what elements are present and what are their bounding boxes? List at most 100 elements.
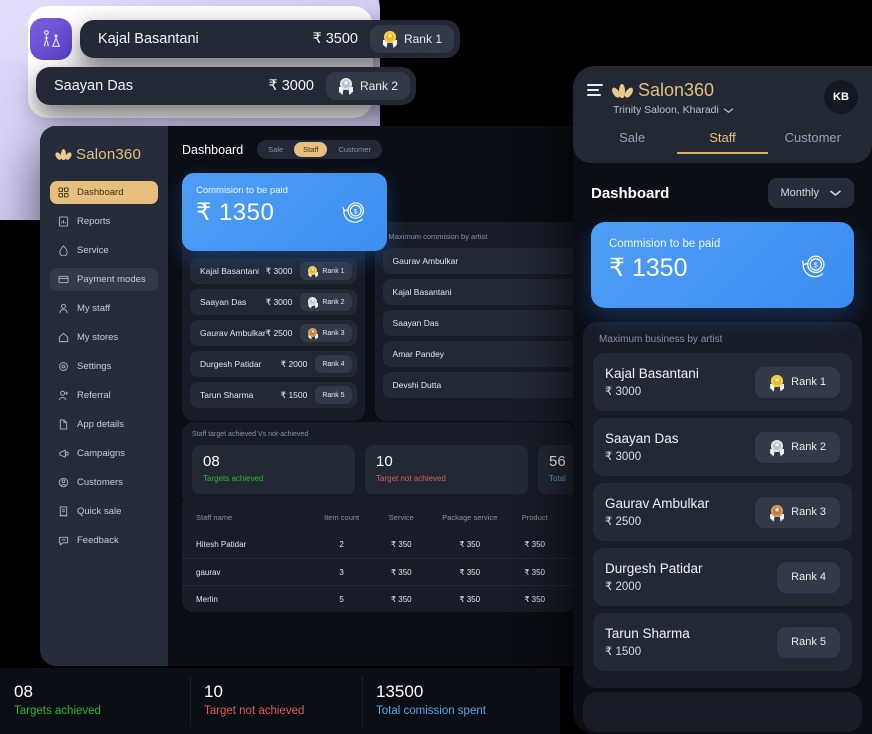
max-commission-row[interactable]: Devshi Dutta [382,372,575,398]
artist-info: Saayan Das ₹ 3000 [605,431,679,463]
table-header-row: Staff name Item count Service Package se… [182,504,575,531]
target-stats-row: 08 Targets achieved 10 Target not achieved 5… [192,445,575,495]
sidebar-item-my-staff[interactable]: My staff [50,297,158,320]
max-business-card: Maximum business by artist Kajal Basanta… [583,322,862,688]
staff-table-body: Hitesh Patidar 2 ₹ 350 ₹ 350 ₹ 350 gaurav 3 ₹ 3… [182,531,575,612]
bottom-stat-label: Total comission spent [376,704,486,717]
chevron-down-icon [723,107,734,113]
sidebar-item-my-stores[interactable]: My stores [50,326,158,349]
artist-name: Saayan Das [605,431,679,446]
silver-medal-icon [338,78,354,95]
store-selector[interactable]: Trinity Saloon, Kharadi [613,104,814,116]
target-stat-box: 56 Total [538,445,575,495]
bronze-medal-icon [769,504,785,522]
tab-customer[interactable]: Customer [784,130,841,145]
floating-rank-row[interactable]: Saayan Das ₹ 3000 Rank 2 [36,67,416,105]
max-commission-row[interactable]: Saayan Das [382,310,575,336]
artist-row[interactable]: Saayan Das ₹ 3000 Rank 2 [593,418,852,476]
sidebar-item-label: Referral [77,390,111,401]
cell-service: ₹ 350 [390,540,412,549]
hamburger-icon[interactable] [587,84,603,96]
sidebar-item-referral[interactable]: Referral [50,384,158,407]
staff-rank-row[interactable]: Durgesh Patidar ₹ 2000 Rank 4 [190,351,357,377]
table-row[interactable]: Hitesh Patidar 2 ₹ 350 ₹ 350 ₹ 350 [182,531,575,558]
cell-product: ₹ 350 [524,594,545,604]
staff-rank-row[interactable]: Saayan Das ₹ 3000 Rank 2 [190,289,357,315]
sidebar-item-reports[interactable]: Reports [50,210,158,233]
staff-rank-row[interactable]: Tarun Sharma ₹ 1500 Rank 5 [190,382,357,408]
artist-row[interactable]: Durgesh Patidar ₹ 2000 Rank 4 [593,548,852,606]
commission-label: Commision to be paid [196,185,288,196]
floating-rank-row[interactable]: Kajal Basantani ₹ 3500 Rank 1 [80,20,460,58]
sidebar-item-quick-sale[interactable]: Quick sale [50,500,158,523]
staff-amount: ₹ 2500 [265,327,293,338]
tab-staff[interactable]: Staff [294,142,328,157]
sidebar-item-label: Dashboard [77,187,124,198]
max-commission-row[interactable]: Gaurav Ambulkar [382,248,575,274]
tab-customer[interactable]: Customer [338,145,371,154]
rank-badge: Rank 1 [300,262,352,280]
staff-name: Tarun Sharma [200,390,254,400]
artist-row[interactable]: Kajal Basantani ₹ 3000 Rank 1 [593,353,852,411]
brand-logo: Salon360 [50,140,158,181]
staff-rank-row[interactable]: Gaurav Ambulkar₹ 2500 Rank 3 [190,320,357,346]
artist-name: Durgesh Patidar [605,561,703,576]
bottom-stat-value: 10 [204,682,223,701]
sidebar-item-payment-modes[interactable]: Payment modes [50,268,158,291]
avatar[interactable]: KB [824,80,858,114]
sidebar-item-feedback[interactable]: Feedback [50,529,158,552]
artist-row[interactable]: Gaurav Ambulkar ₹ 2500 Rank 3 [593,483,852,541]
table-row[interactable]: Merlin 5 ₹ 350 ₹ 350 ₹ 350 [182,585,575,612]
staff-ranking-card: Kajal Basantani ₹ 3000 Rank 1 Saayan Das ₹ 3… [182,222,365,421]
column-header-service: Service [388,513,414,522]
max-commission-row[interactable]: Amar Pandey [382,341,575,367]
artist-name: Gaurav Ambulkar [605,496,710,511]
silver-medal-icon [307,296,319,309]
staff-rank-row[interactable]: Kajal Basantani ₹ 3000 Rank 1 [190,258,357,284]
rank-badge: Rank 3 [300,324,352,342]
sidebar: Salon360 Dashboard Reports Service Payment … [40,126,168,666]
desktop-main-content: Dashboard Sale Staff Customer Commision to… [168,126,575,666]
mobile-brand-row: Salon360 Trinity Saloon, Kharadi KB [587,80,858,116]
target-stat-label: Total [549,473,566,483]
tab-sale[interactable]: Sale [268,145,284,154]
artist-name: Saayan Das [392,318,439,328]
rank-label: Rank 1 [322,267,345,275]
bottom-stat-value: 13500 [376,682,424,701]
sidebar-item-label: App details [77,419,125,430]
artist-row[interactable]: Tarun Sharma ₹ 1500 Rank 5 [593,613,852,671]
cell-staff-name: Merlin [196,594,218,604]
floating-rank-name: Kajal Basantani [98,31,199,47]
rank-label: Rank 5 [791,636,826,648]
rank-label: Rank 3 [791,506,826,518]
sidebar-item-campaigns[interactable]: Campaigns [50,442,158,465]
floating-rank-name: Saayan Das [54,78,133,94]
artist-name: Amar Pandey [392,349,445,359]
artist-info: Tarun Sharma ₹ 1500 [605,626,690,658]
gold-medal-icon [382,31,398,48]
target-stat-value: 10 [376,453,393,470]
person-icon [59,303,68,314]
cell-service: ₹ 350 [390,567,412,577]
staff-ranking-list: Kajal Basantani ₹ 3000 Rank 1 Saayan Das ₹ 3… [190,258,357,408]
brand-name: Salon360 [76,146,141,163]
sidebar-item-label: Customers [77,477,123,488]
max-commission-row[interactable]: Kajal Basantani [382,279,575,305]
sidebar-item-service[interactable]: Service [50,239,158,262]
rank-label: Rank 2 [359,79,398,93]
sidebar-item-customers[interactable]: Customers [50,471,158,494]
gold-medal-icon [307,265,319,278]
sidebar-item-settings[interactable]: Settings [50,355,158,378]
period-selector[interactable]: Monthly [768,178,854,208]
coin-refresh-icon: $ [801,255,825,278]
max-commission-card: Maximum commision by artist Gaurav Ambul… [374,222,575,421]
sidebar-item-dashboard[interactable]: Dashboard [50,181,158,204]
person-add-icon [58,390,69,401]
tab-staff[interactable]: Staff [677,130,768,154]
table-row[interactable]: gaurav 3 ₹ 350 ₹ 350 ₹ 350 [182,558,575,585]
rank-label: Rank 4 [322,360,345,368]
staff-amount: ₹ 3000 [265,265,293,276]
column-header-staff-name: Staff name [196,513,233,522]
sidebar-item-app-details[interactable]: App details [50,413,158,436]
tab-sale[interactable]: Sale [619,130,646,145]
